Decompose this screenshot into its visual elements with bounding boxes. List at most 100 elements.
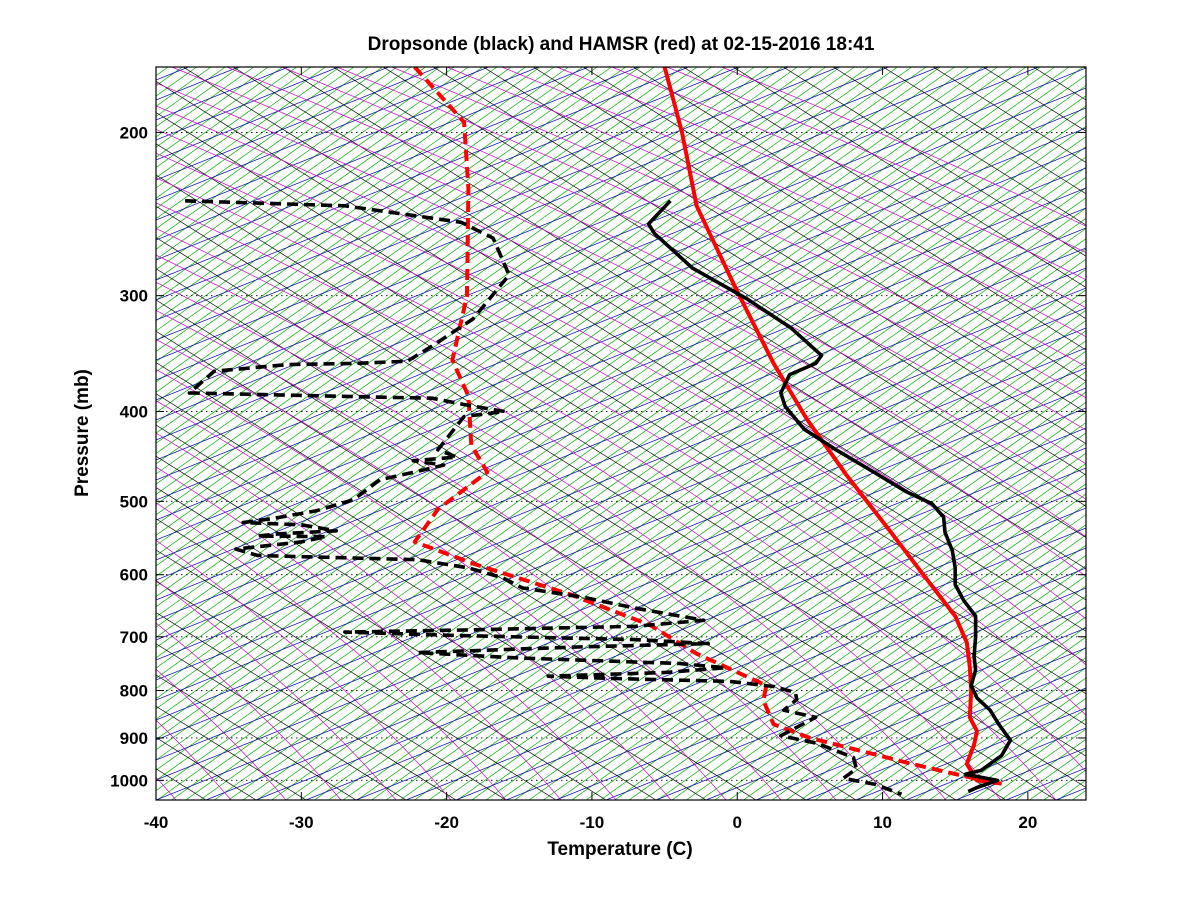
isotherm-line xyxy=(156,67,340,199)
isotherm-line xyxy=(156,67,669,434)
plot-frame xyxy=(155,66,1087,801)
isotherm-line xyxy=(156,67,398,240)
isotherm-line xyxy=(156,67,698,455)
mixing-ratio-line xyxy=(605,607,1086,800)
profile-black-solid xyxy=(646,199,1013,794)
x-tick-label: -40 xyxy=(144,813,169,832)
isotherm-line xyxy=(657,493,1086,800)
isotherm-line xyxy=(829,616,1086,800)
isotherm-line xyxy=(156,67,412,250)
isotherm-line xyxy=(471,360,1086,800)
mixing-ratio-line xyxy=(156,67,989,401)
moist-adiabat-line xyxy=(391,67,1086,399)
isotherm-line xyxy=(886,657,1086,800)
mixing-ratio-line xyxy=(156,307,1086,681)
isotherm-line xyxy=(400,309,1086,800)
moist-adiabat-line xyxy=(156,579,397,800)
isotherm-line xyxy=(156,67,1027,689)
isotherm-line xyxy=(156,67,569,363)
isotherm-line xyxy=(614,462,1086,800)
isotherm-line xyxy=(714,534,1086,800)
dry-adiabat-line xyxy=(156,330,907,800)
y-tick-label: 200 xyxy=(120,123,148,142)
isotherm-line xyxy=(156,125,1086,792)
mixing-ratio-line xyxy=(156,247,1086,621)
isotherm-line xyxy=(156,67,526,332)
dry-adiabat-line xyxy=(383,67,1086,507)
sounding-profiles xyxy=(185,67,1013,796)
dry-adiabat-line xyxy=(733,67,1086,288)
mixing-ratio-line xyxy=(156,67,839,341)
isotherm-line xyxy=(671,503,1086,800)
plot-area xyxy=(156,67,1086,800)
mixing-ratio-line xyxy=(156,67,889,361)
isotherm-line xyxy=(156,74,1086,741)
isotherm-line xyxy=(156,67,383,230)
isotherm-line xyxy=(257,207,1086,800)
mixing-ratio-line xyxy=(156,87,1086,461)
profile-red-solid xyxy=(662,67,1002,786)
isotherm-line xyxy=(156,67,912,608)
isotherm-line xyxy=(771,575,1086,800)
isotherm-line xyxy=(156,67,769,506)
isotherm-line xyxy=(156,67,512,322)
mixing-ratio-line xyxy=(156,407,1086,781)
moist-adiabat-line xyxy=(501,67,1086,338)
dry-adiabat-line xyxy=(156,299,957,800)
dry-adiabat-line xyxy=(156,518,607,800)
moist-adiabat-line xyxy=(281,67,1086,465)
isotherm-line xyxy=(156,67,541,342)
y-tick-label: 500 xyxy=(120,492,148,511)
isotherm-line xyxy=(156,67,927,618)
dry-adiabat-line xyxy=(583,67,1086,382)
isotherm-line xyxy=(156,67,998,669)
dry-adiabat-line xyxy=(683,67,1086,320)
dry-adiabat-line xyxy=(156,393,807,800)
dry-adiabat-line xyxy=(156,237,1057,800)
isotherm-line xyxy=(156,67,369,220)
isotherm-line xyxy=(814,605,1086,800)
isotherm-line xyxy=(199,166,1086,800)
isotherm-line xyxy=(156,67,1041,700)
dry-adiabat-line xyxy=(483,67,1086,445)
y-tick-label: 700 xyxy=(120,628,148,647)
isotherm-line xyxy=(156,67,798,526)
moist-adiabat-line xyxy=(156,339,782,800)
moist-adiabat-line xyxy=(226,67,1086,500)
isotherm-line xyxy=(156,67,598,383)
dry-adiabat-line xyxy=(156,487,657,800)
x-axis-label: Temperature (C) xyxy=(547,839,692,860)
dry-adiabat-line xyxy=(156,643,407,800)
mixing-ratio-line xyxy=(156,227,1086,601)
mixing-ratio-line xyxy=(156,387,1086,761)
dry-adiabat-line xyxy=(533,67,1086,413)
dry-adiabat-line xyxy=(333,67,1086,538)
isotherm-line xyxy=(156,67,469,291)
isotherm-line xyxy=(156,67,898,598)
y-axis: 200 300 400 500 600 700 800 900 1000 xyxy=(110,123,1086,790)
dry-adiabat-line xyxy=(233,67,1086,601)
isotherm-line xyxy=(156,67,441,271)
dry-adiabat-line xyxy=(883,67,1086,195)
isotherm-line xyxy=(242,197,1086,800)
isotherm-line xyxy=(271,217,1086,800)
moist-adiabat-line xyxy=(156,177,1086,773)
isotherm-line xyxy=(171,146,1086,800)
isotherm-line xyxy=(857,636,1086,800)
moist-adiabat-line xyxy=(156,668,287,800)
x-tick-label: -30 xyxy=(289,813,314,832)
moist-adiabat-line xyxy=(171,67,1086,538)
isotherm-line xyxy=(485,371,1086,800)
y-tick-label: 600 xyxy=(120,566,148,585)
dry-adiabat-line xyxy=(833,67,1086,226)
mixing-ratio-line xyxy=(455,547,1086,800)
mixing-ratio-line xyxy=(156,67,689,281)
isotherm-line xyxy=(571,432,1086,800)
y-tick-label: 300 xyxy=(120,287,148,306)
dry-adiabat-line xyxy=(183,67,1086,632)
mixing-ratio-line xyxy=(156,67,739,301)
isotherm-line xyxy=(156,67,626,403)
dry-adiabat-line xyxy=(433,67,1086,476)
dry-adiabat-line xyxy=(156,268,1007,800)
isotherm-line xyxy=(371,289,1086,800)
